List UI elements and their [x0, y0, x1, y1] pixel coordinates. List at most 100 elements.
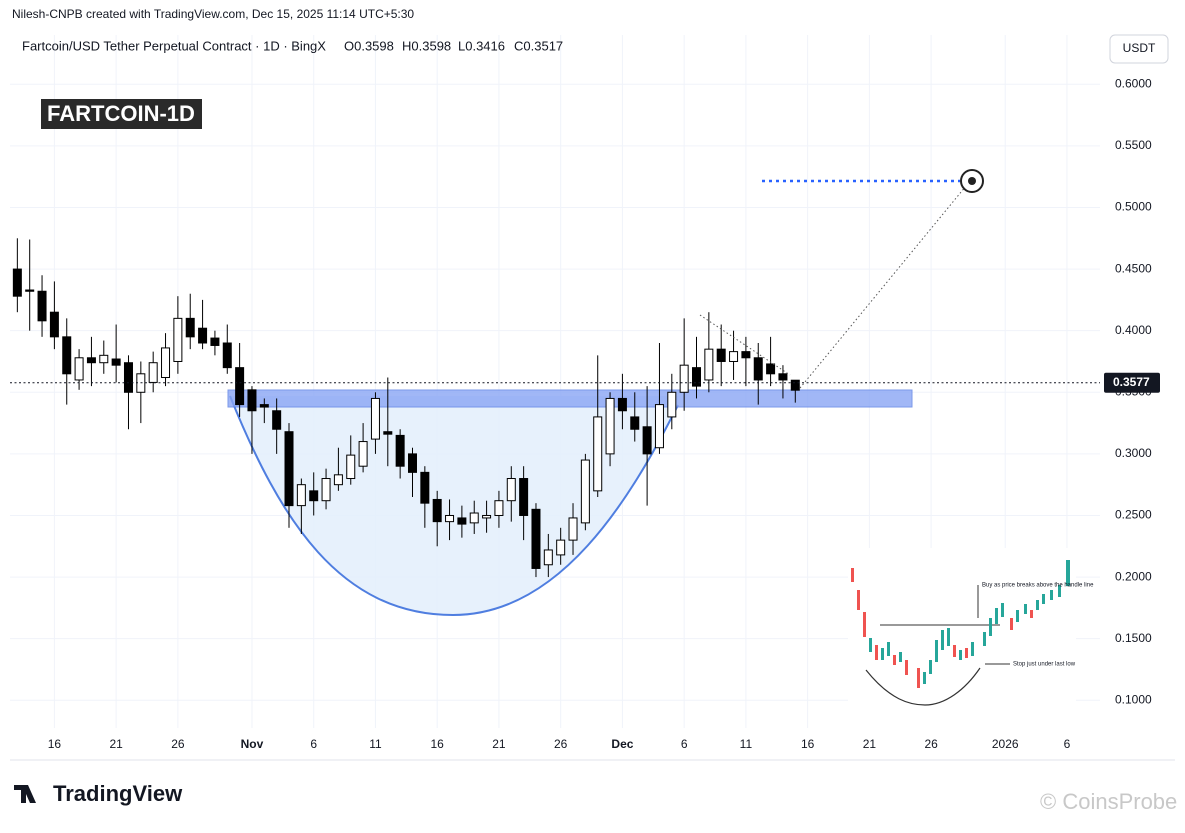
- inset-bg: [848, 548, 1076, 728]
- x-tick-label: Dec: [611, 737, 633, 751]
- badge: FARTCOIN-1D: [47, 101, 195, 126]
- candle-body: [790, 379, 800, 391]
- candle-body: [407, 453, 417, 473]
- candle-body: [753, 357, 763, 381]
- y-tick-label: 0.1500: [1115, 631, 1152, 645]
- candle-body: [395, 434, 405, 467]
- candle-body: [766, 363, 776, 375]
- candle-body: [494, 500, 504, 516]
- brand: TradingView: [53, 781, 183, 806]
- candle-body: [321, 478, 331, 502]
- candle-body: [741, 351, 751, 359]
- cup-curve: [229, 395, 679, 617]
- x-tick-label: 2026: [992, 737, 1019, 751]
- candle-body: [173, 317, 183, 362]
- candle-body: [235, 367, 245, 406]
- candle-body: [654, 404, 664, 449]
- x-tick-label: 16: [48, 737, 62, 751]
- y-tick-label: 0.6000: [1115, 76, 1152, 90]
- candle-body: [457, 517, 467, 525]
- x-tick-label: 16: [431, 737, 445, 751]
- candle-body: [198, 327, 208, 344]
- logo-mark: [14, 785, 36, 803]
- candle-body: [62, 336, 72, 375]
- candle-body: [704, 348, 714, 381]
- y-tick-label: 0.2500: [1115, 508, 1152, 522]
- x-tick-label: 26: [924, 737, 938, 751]
- x-tick-label: 21: [492, 737, 506, 751]
- last-price-label: 0.3577: [1113, 375, 1150, 389]
- candle-body: [556, 539, 566, 556]
- candle-body: [605, 397, 615, 455]
- credit: Nilesh-CNPB created with TradingView.com…: [12, 7, 414, 21]
- currency-button[interactable]: [1109, 34, 1169, 64]
- candle-body: [519, 478, 529, 516]
- candle-body: [123, 362, 133, 393]
- x-tick-label: 26: [554, 737, 568, 751]
- x-tick-label: 6: [1064, 737, 1071, 751]
- candle-body: [346, 454, 356, 480]
- candle-body: [284, 431, 294, 507]
- candle-body: [222, 342, 232, 369]
- candle-body: [432, 498, 442, 523]
- x-tick-label: 11: [369, 737, 382, 751]
- candle-body: [568, 517, 578, 541]
- ohlc-open: O0.3598: [344, 38, 394, 53]
- candle-body: [617, 397, 627, 412]
- y-tick-label: 0.1000: [1115, 692, 1152, 706]
- candle-body: [49, 311, 59, 338]
- candle-body: [543, 549, 553, 566]
- candle-body: [333, 474, 343, 486]
- candle-body: [111, 358, 121, 366]
- candle-body: [383, 431, 393, 435]
- y-tick-label: 0.5500: [1115, 138, 1152, 152]
- candle-body: [296, 484, 306, 507]
- candle-body: [531, 508, 541, 569]
- candle-body: [692, 367, 702, 387]
- x-tick-label: 6: [681, 737, 688, 751]
- inset-note: Stop just under last low: [1013, 662, 1076, 668]
- candle-body: [185, 317, 195, 338]
- inset-note: Buy as price breaks above the handle lin…: [982, 583, 1094, 589]
- candle-body: [74, 357, 84, 381]
- y-tick-label: 0.3000: [1115, 446, 1152, 460]
- candle-body: [716, 348, 726, 362]
- y-tick-label: 0.2000: [1115, 569, 1152, 583]
- candle-body: [272, 410, 282, 430]
- ohlc-close: C0.3517: [514, 38, 563, 53]
- candle-body: [309, 490, 319, 502]
- candle-body: [630, 416, 640, 430]
- x-tick-label: 6: [310, 737, 317, 751]
- watermark: © CoinsProbe: [1040, 789, 1177, 814]
- candle-body: [161, 347, 171, 378]
- target-dot: [968, 177, 976, 185]
- candle-body: [99, 354, 109, 364]
- inset-candles: [869, 560, 1070, 684]
- candle-body: [729, 351, 739, 362]
- last-price-tag: [1104, 372, 1160, 393]
- inset-cup: [865, 667, 981, 706]
- candle-body: [247, 389, 257, 412]
- x-tick-label: 11: [740, 737, 753, 751]
- inset: Buy as price breaks above the handle lin…: [848, 548, 1094, 728]
- cup-fill: [230, 396, 678, 615]
- candle-body: [37, 290, 47, 322]
- candle-body: [667, 391, 677, 418]
- x-tick-label: 26: [171, 737, 185, 751]
- badge-bg: [41, 99, 202, 129]
- x-tick-label: 21: [863, 737, 877, 751]
- candle-body: [420, 471, 430, 504]
- currency[interactable]: USDT: [1123, 41, 1156, 55]
- candle-body: [370, 397, 380, 440]
- y-tick-label: 0.4000: [1115, 323, 1152, 337]
- candle-body: [679, 364, 689, 393]
- y-tick-label: 0.4500: [1115, 261, 1152, 275]
- candle-body: [86, 357, 96, 364]
- candle-body: [593, 416, 603, 492]
- candle-body: [482, 514, 492, 519]
- candle-body: [210, 337, 220, 346]
- candle-body: [506, 478, 516, 502]
- symbol: Fartcoin/USD Tether Perpetual Contract ·…: [22, 38, 326, 53]
- resistance-zone: [227, 389, 913, 408]
